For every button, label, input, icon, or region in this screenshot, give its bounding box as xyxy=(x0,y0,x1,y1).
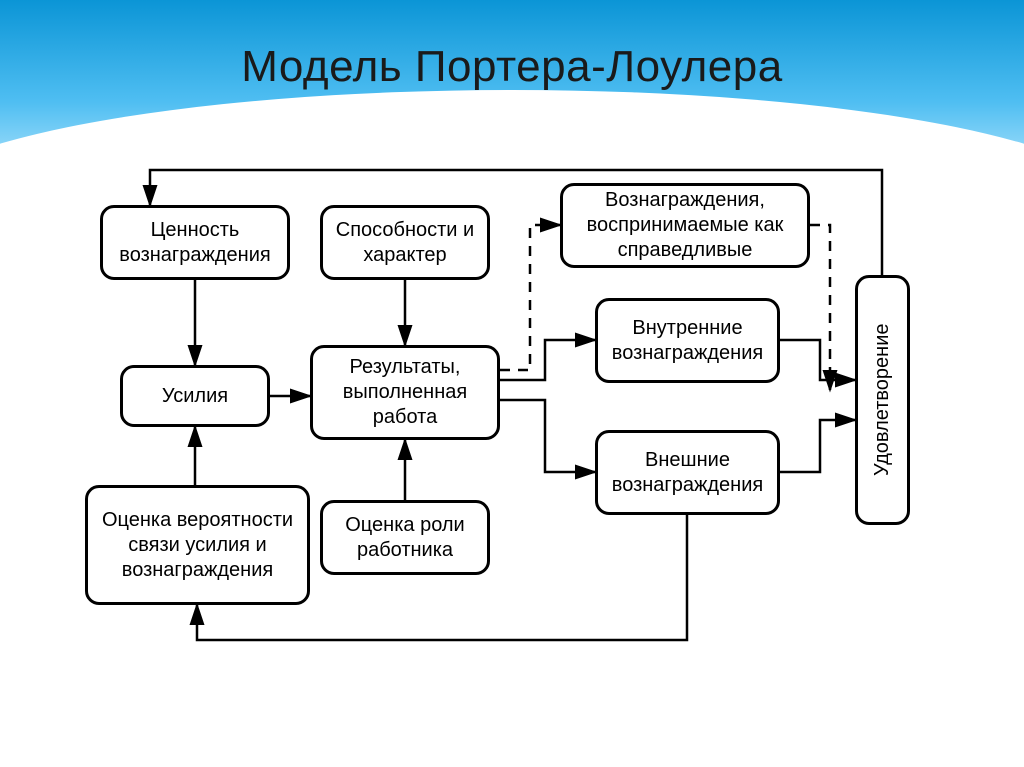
node-value_reward: Ценность вознаграждения xyxy=(100,205,290,280)
node-effort: Усилия xyxy=(120,365,270,427)
node-role_estimate: Оценка роли работника xyxy=(320,500,490,575)
edge-external_reward-satisfaction xyxy=(780,420,855,472)
node-fair_reward: Вознаграждения, воспринимаемые как справ… xyxy=(560,183,810,268)
node-internal_reward: Внутренние вознаграждения xyxy=(595,298,780,383)
node-results: Результаты, выполненная работа xyxy=(310,345,500,440)
node-abilities: Способности и характер xyxy=(320,205,490,280)
node-external_reward: Внешние вознаграждения xyxy=(595,430,780,515)
edge-results-external_reward xyxy=(500,400,595,472)
edge-results-internal_reward xyxy=(500,340,595,380)
node-prob_estimate: Оценка вероятности связи усилия и вознаг… xyxy=(85,485,310,605)
edge-internal_reward-satisfaction xyxy=(780,340,855,380)
edge-results-fair_reward xyxy=(500,225,560,370)
node-satisfaction: Удовлетворение xyxy=(855,275,910,525)
